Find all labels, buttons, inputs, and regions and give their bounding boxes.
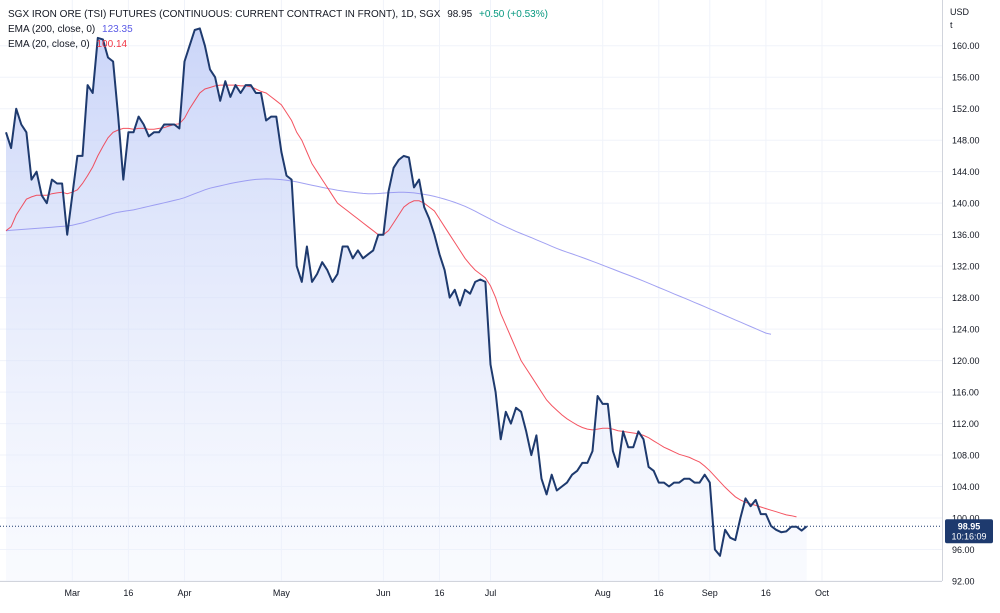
y-tick-label: 120.00	[952, 356, 980, 366]
legend-symbol-row: SGX IRON ORE (TSI) FUTURES (CONTINUOUS: …	[8, 7, 548, 22]
y-tick-label: 136.00	[952, 230, 980, 240]
x-tick-label: 16	[123, 588, 133, 598]
x-tick-label: Aug	[595, 588, 611, 598]
y-tick-label: 132.00	[952, 262, 980, 272]
y-tick-label: 112.00	[952, 419, 979, 429]
price-tag	[945, 519, 993, 544]
x-tick-label: Oct	[815, 588, 830, 598]
legend-ema200-row[interactable]: EMA (200, close, 0) 123.35	[8, 22, 548, 37]
ema20-value: 100.14	[96, 39, 128, 50]
price-tag-price: 98.95	[958, 521, 981, 531]
x-tick-label: Jul	[485, 588, 497, 598]
price-line	[5, 27, 808, 557]
price-axis-currency: USD	[950, 7, 970, 17]
symbol-title: SGX IRON ORE (TSI) FUTURES (CONTINUOUS: …	[8, 9, 441, 20]
ema20-line	[5, 84, 797, 518]
y-tick-label: 104.00	[952, 482, 980, 492]
x-tick-label: 16	[761, 588, 771, 598]
y-tick-label: 156.00	[952, 73, 980, 83]
y-tick-label: 116.00	[952, 388, 979, 398]
y-tick-label: 124.00	[952, 325, 980, 335]
ema200-label: EMA (200, close, 0)	[8, 24, 96, 35]
y-tick-label: 144.00	[952, 167, 980, 177]
y-tick-label: 148.00	[952, 136, 980, 146]
price-area-fill	[6, 28, 807, 581]
chart-legend: SGX IRON ORE (TSI) FUTURES (CONTINUOUS: …	[8, 7, 548, 52]
x-tick-label: Mar	[65, 588, 81, 598]
x-tick-label: Apr	[177, 588, 191, 598]
y-tick-label: 160.00	[952, 41, 980, 51]
y-tick-label: 92.00	[952, 577, 975, 587]
x-tick-label: May	[273, 588, 291, 598]
y-tick-label: 140.00	[952, 199, 980, 209]
ema20-label: EMA (20, close, 0)	[8, 39, 90, 50]
x-tick-label: 16	[434, 588, 444, 598]
price-change-value: +0.50 (+0.53%)	[479, 9, 548, 20]
y-tick-label: 108.00	[952, 451, 980, 461]
price-axis-unit: t	[950, 20, 953, 30]
last-price-value: 98.95	[447, 9, 473, 20]
y-tick-label: 152.00	[952, 104, 980, 114]
x-tick-label: Sep	[702, 588, 718, 598]
legend-ema20-row[interactable]: EMA (20, close, 0) 100.14	[8, 37, 548, 52]
ema200-value: 123.35	[102, 24, 133, 35]
y-tick-label: 128.00	[952, 293, 980, 303]
y-tick-label: 100.00	[952, 514, 980, 524]
x-tick-label: Jun	[376, 588, 391, 598]
price-tag-countdown: 10:16:09	[951, 531, 986, 541]
y-tick-label: 96.00	[952, 545, 975, 555]
x-tick-label: 16	[654, 588, 664, 598]
